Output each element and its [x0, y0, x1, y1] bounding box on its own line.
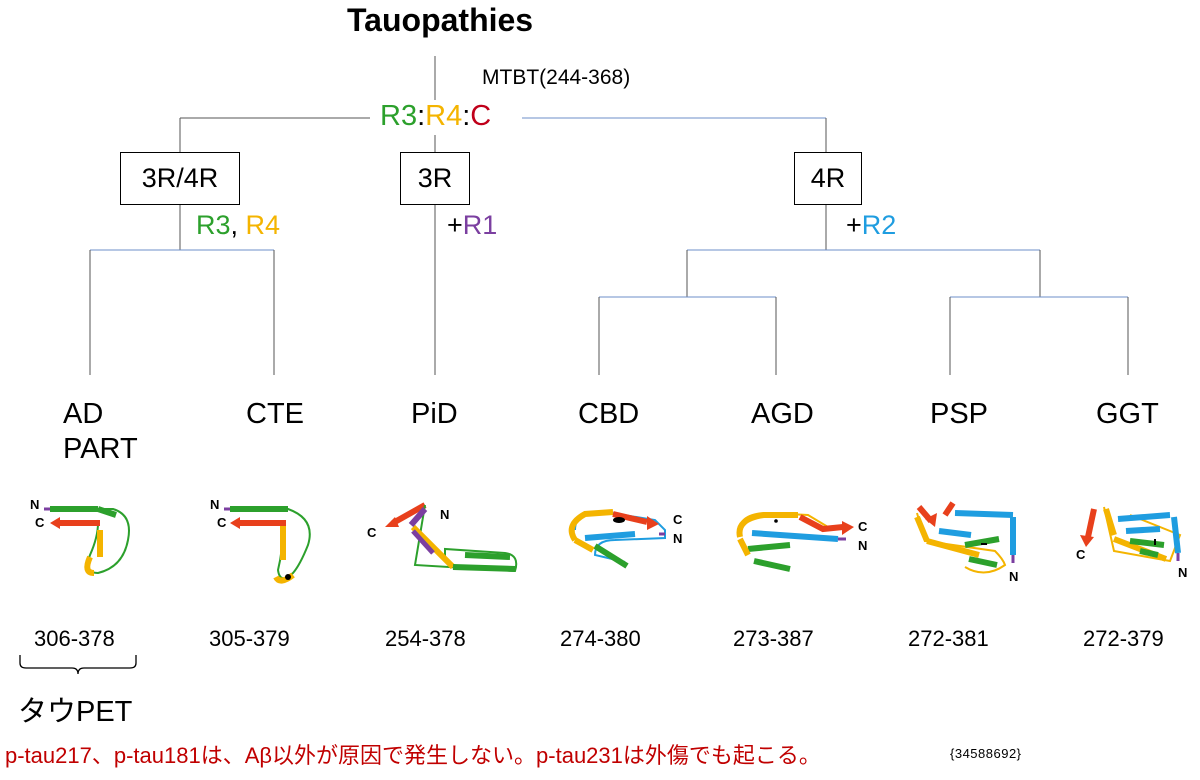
group-3r4r-repeats: R3, R4 [196, 210, 280, 241]
disease-agd: AGD [751, 398, 814, 430]
group-4r-addition: +R2 [846, 210, 896, 241]
footnote: p-tau217、p-tau181は、Aβ以外が原因で発生しない。p-tau23… [5, 743, 821, 768]
terminus-n: N [1178, 565, 1187, 580]
terminus-c: C [367, 525, 377, 540]
range-ad: 306-378 [34, 626, 115, 651]
disease-ggt: GGT [1096, 398, 1159, 430]
terminus-n: N [30, 497, 39, 512]
box-3r4r: 3R/4R [120, 152, 240, 205]
plus-sign: + [846, 210, 862, 240]
separator: : [462, 100, 471, 132]
terminus-n: N [673, 531, 682, 546]
fold-psp: N [914, 501, 1018, 584]
disease-cte: CTE [246, 398, 304, 430]
terminus-n: N [210, 497, 219, 512]
r1-label: R1 [462, 210, 498, 240]
disease-part: PART [63, 433, 138, 465]
r4-label: R4 [245, 210, 281, 240]
r3-label: R3 [380, 100, 418, 132]
terminus-n: N [440, 507, 449, 522]
box-3r: 3R [400, 152, 470, 205]
r4-label: R4 [425, 100, 463, 132]
range-agd: 273-387 [733, 626, 814, 651]
root-node-label: R3:R4:C [380, 100, 491, 133]
r3-label: R3 [196, 210, 231, 240]
range-ggt: 272-379 [1083, 626, 1164, 651]
terminus-n: N [858, 538, 867, 553]
range-cte: 305-379 [209, 626, 290, 651]
fold-pid: N C [367, 502, 518, 573]
reference-id: {34588692} [950, 746, 1022, 761]
disease-psp: PSP [930, 398, 989, 430]
range-pid: 254-378 [385, 626, 466, 651]
terminus-n: N [1009, 569, 1018, 584]
terminus-c: C [35, 515, 45, 530]
tau-pet-label: タウPET [18, 696, 133, 728]
range-cbd: 274-380 [560, 626, 641, 651]
fold-ggt: C N [1076, 506, 1187, 580]
disease-cbd: CBD [578, 398, 640, 430]
fold-cbd: C N [568, 509, 683, 569]
range-psp: 272-381 [908, 626, 989, 651]
disease-ad: AD [63, 398, 104, 430]
fold-ad: N C [30, 497, 130, 576]
separator: : [417, 100, 426, 132]
r2-label: R2 [861, 210, 897, 240]
page-title: Tauopathies [347, 2, 534, 38]
mtbt-label: MTBT(244-368) [482, 66, 631, 89]
c-term-label: C [470, 100, 492, 132]
fold-agd: C N [736, 511, 868, 572]
fold-cte: N C [210, 497, 311, 584]
comma: , [230, 210, 239, 240]
disease-pid: PiD [411, 398, 458, 430]
terminus-c: C [1076, 547, 1086, 562]
terminus-c: C [858, 519, 868, 534]
terminus-c: C [673, 512, 683, 527]
plus-sign: + [447, 210, 463, 240]
box-4r: 4R [794, 152, 862, 205]
terminus-c: C [217, 515, 227, 530]
group-3r-addition: +R1 [447, 210, 497, 241]
